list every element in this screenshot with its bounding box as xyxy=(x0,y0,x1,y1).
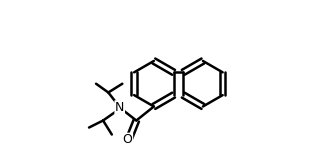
Text: N: N xyxy=(115,101,124,114)
Text: O: O xyxy=(123,133,132,146)
